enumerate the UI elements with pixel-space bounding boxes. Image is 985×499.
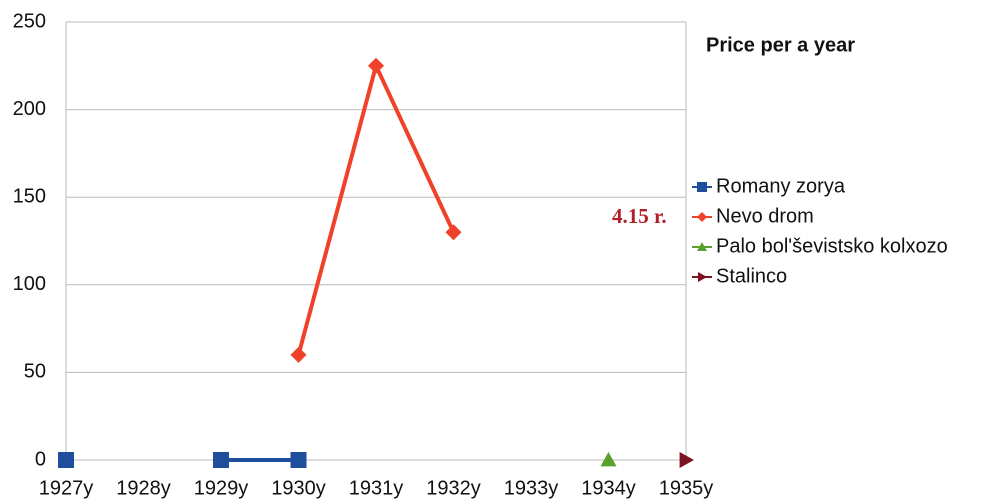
x-tick-label: 1930y: [271, 477, 326, 499]
marker: [58, 452, 74, 468]
x-tick-label: 1929y: [194, 477, 249, 499]
x-tick-label: 1928y: [116, 477, 171, 499]
y-tick-label: 50: [24, 361, 46, 383]
y-tick-label: 250: [13, 10, 46, 32]
y-tick-label: 200: [13, 98, 46, 120]
x-tick-label: 1933y: [504, 477, 559, 499]
y-tick-label: 150: [13, 185, 46, 207]
legend-label: Palo bol'ševistsko kolxozo: [716, 235, 948, 257]
x-tick-label: 1934y: [581, 477, 636, 499]
marker: [697, 242, 707, 251]
marker: [445, 224, 462, 241]
legend-label: Romany zorya: [716, 175, 846, 197]
marker: [290, 346, 307, 363]
x-tick-label: 1935y: [659, 477, 714, 499]
legend-label: Nevo drom: [716, 205, 814, 227]
x-tick-label: 1931y: [349, 477, 404, 499]
marker: [600, 452, 617, 467]
marker: [698, 272, 707, 282]
marker: [697, 182, 707, 192]
y-tick-label: 0: [35, 448, 46, 470]
marker: [290, 452, 307, 468]
x-tick-label: 1932y: [426, 477, 481, 499]
legend-title: Price per a year: [706, 34, 855, 56]
marker: [213, 452, 229, 468]
marker: [697, 212, 707, 222]
marker: [679, 452, 694, 468]
legend-label: Stalinco: [716, 265, 787, 287]
annotation: 4.15 r.: [612, 204, 667, 228]
marker: [368, 57, 384, 74]
y-tick-label: 100: [13, 273, 46, 295]
x-tick-label: 1927y: [39, 477, 94, 499]
